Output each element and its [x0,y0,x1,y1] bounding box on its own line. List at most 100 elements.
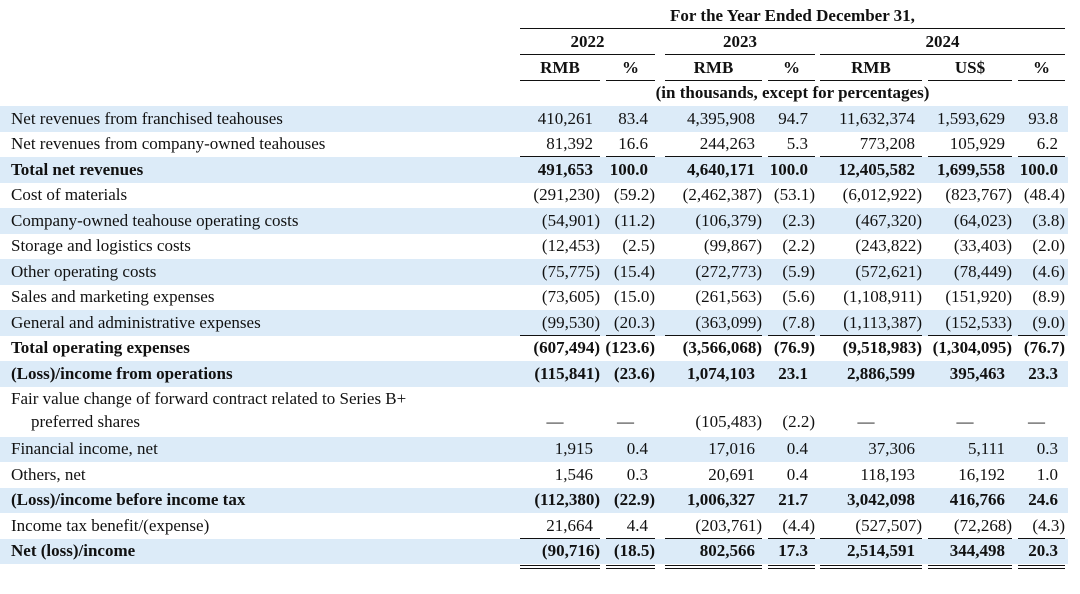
double-rule [1018,565,1065,566]
column-header: US$ [954,58,986,77]
row-label: Cost of materials [11,185,128,205]
cell-value: (54,901) [541,210,600,230]
cell-value: 1,699,558 [937,159,1005,179]
cell-value: 0.3 [1036,439,1058,459]
row-label: preferred shares [31,411,141,431]
cell-value: 0.4 [786,464,808,484]
cell-value: 23.3 [1028,363,1058,383]
row-band [0,538,1068,564]
units-note: (in thousands, except for percentages) [655,83,930,102]
cell-value: (75,775) [541,261,600,281]
cell-value: (90,716) [541,541,600,561]
row-label: Company-owned teahouse operating costs [11,210,299,230]
cell-value: (99,530) [541,312,600,332]
cell-value: 4.4 [626,515,648,535]
cell-value: (4.3) [1032,515,1065,535]
cell-value: (243,822) [855,236,922,256]
column-header: % [1033,58,1050,77]
subtotal-rule [768,156,815,157]
subtotal-rule [1018,334,1065,336]
cell-value: (20.3) [613,312,655,332]
cell-value: 1.0 [1036,464,1058,484]
double-rule [820,565,922,566]
double-rule [520,565,600,566]
cell-value: (59.2) [613,185,655,205]
column-header: RMB [851,58,891,77]
cell-value: 16,192 [958,464,1005,484]
rule [606,80,655,81]
cell-value: 3,042,098 [847,490,915,510]
row-label: Net revenues from company-owned teahouse… [11,134,326,154]
cell-value: (467,320) [855,210,922,230]
cell-value: 1,006,327 [687,490,755,510]
cell-value: (5.9) [782,261,815,281]
cell-value: (64,023) [953,210,1012,230]
cell-value: (203,761) [695,515,762,535]
row-label: General and administrative expenses [11,312,261,332]
double-rule [928,565,1012,566]
cell-value: (9,518,983) [842,338,922,358]
rule [820,80,922,81]
cell-value: 1,546 [554,464,593,484]
rule [820,54,1065,55]
row-label: Storage and logistics costs [11,236,191,256]
row-band [0,208,1068,234]
subtotal-rule [928,537,1012,539]
cell-value: (527,507) [855,515,922,535]
cell-value: (151,920) [945,287,1012,307]
cell-value: 1,593,629 [937,108,1005,128]
cell-value: 17,016 [708,439,755,459]
cell-value: (18.5) [613,541,655,561]
cell-value: (112,380) [534,490,600,510]
row-label: Net (loss)/income [11,541,136,561]
double-rule [606,568,655,569]
cell-value: (9.0) [1032,312,1065,332]
cell-value: (53.1) [773,185,815,205]
cell-value: 21,664 [546,515,593,535]
cell-value: (4.6) [1032,261,1065,281]
column-header: RMB [540,58,580,77]
row-band [0,436,1068,462]
cell-value: 20,691 [708,464,755,484]
row-label: Others, net [11,464,86,484]
cell-value: 16.6 [618,134,648,154]
row-label: Fair value change of forward contract re… [11,388,407,408]
row-label: Other operating costs [11,261,157,281]
row-band [0,361,1068,387]
cell-value: — [546,411,564,431]
cell-value: (15.0) [613,287,655,307]
cell-value: 118,193 [860,464,915,484]
rule [520,80,600,81]
cell-value: — [857,411,875,431]
cell-value: 23.1 [778,363,808,383]
cell-value: 491,653 [537,159,593,179]
rule [665,80,762,81]
cell-value: 20.3 [1028,541,1058,561]
row-label: Total net revenues [11,159,144,179]
year-header: 2022 [570,32,605,51]
cell-value: 100.0 [609,159,648,179]
cell-value: (48.4) [1023,185,1065,205]
row-label: Financial income, net [11,439,158,459]
cell-value: 1,074,103 [687,363,755,383]
double-rule [820,568,922,569]
row-band [0,310,1068,336]
double-rule [665,568,762,569]
subtotal-rule [820,334,922,336]
cell-value: (72,268) [953,515,1012,535]
cell-value: 93.8 [1028,108,1058,128]
rule [665,54,815,55]
cell-value: (363,099) [695,312,762,332]
cell-value: (272,773) [695,261,762,281]
cell-value: 344,498 [949,541,1005,561]
subtotal-rule [820,156,922,157]
cell-value: 2,514,591 [847,541,915,561]
double-rule [1018,568,1065,569]
subtotal-rule [768,537,815,539]
cell-value: 81,392 [546,134,593,154]
cell-value: 244,263 [699,134,755,154]
cell-value: (4.4) [782,515,815,535]
cell-value: (1,304,095) [932,338,1012,358]
cell-value: (1,108,911) [843,287,922,307]
